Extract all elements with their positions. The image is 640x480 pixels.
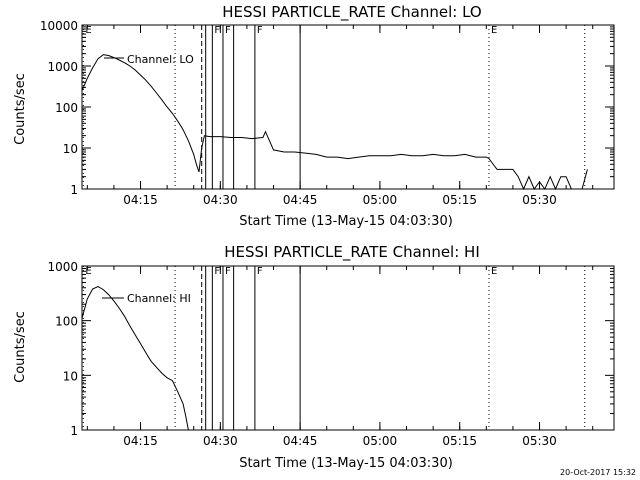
x-tick-label: 05:15 bbox=[442, 434, 477, 448]
legend: Channel: LO bbox=[104, 53, 194, 66]
event-marker-label: F bbox=[225, 25, 231, 36]
x-tick-label: 05:00 bbox=[363, 434, 398, 448]
chart-title: HESSI PARTICLE_RATE Channel: HI bbox=[224, 243, 480, 262]
x-axis-label: Start Time (13-May-15 04:03:30) bbox=[239, 456, 453, 471]
legend-label: Channel: LO bbox=[127, 53, 194, 66]
x-tick-label: 05:30 bbox=[522, 193, 557, 207]
event-marker-label: F bbox=[257, 266, 263, 277]
x-tick-label: 04:15 bbox=[123, 434, 158, 448]
y-tick-label: 10 bbox=[63, 369, 78, 383]
event-marker-label: E bbox=[491, 25, 497, 36]
x-tick-label: 04:15 bbox=[123, 193, 158, 207]
event-marker-label: F bbox=[214, 25, 220, 36]
x-tick-label: 05:00 bbox=[363, 193, 398, 207]
event-marker-label: F bbox=[214, 266, 220, 277]
legend: Channel: HI bbox=[102, 292, 191, 305]
x-tick-label: 04:30 bbox=[203, 193, 238, 207]
legend-label: Channel: HI bbox=[127, 292, 191, 305]
event-marker-label: F bbox=[257, 25, 263, 36]
timestamp: 20-Oct-2017 15:32 bbox=[560, 468, 636, 477]
y-tick-label: 100 bbox=[55, 315, 78, 329]
plot-frame bbox=[81, 24, 615, 190]
y-axis-label: Counts/sec bbox=[13, 73, 28, 145]
y-tick-label: 10 bbox=[63, 142, 78, 156]
lo-channel-panel: HESSI PARTICLE_RATE Channel: LO Counts/s… bbox=[13, 3, 615, 229]
series-line bbox=[81, 286, 189, 431]
plot-frame bbox=[81, 265, 615, 431]
y-tick-label: 1 bbox=[70, 424, 78, 438]
x-axis-label: Start Time (13-May-15 04:03:30) bbox=[239, 214, 453, 229]
x-tick-label: 04:45 bbox=[283, 434, 318, 448]
x-tick-label: 04:45 bbox=[283, 193, 318, 207]
series-line bbox=[81, 54, 588, 191]
y-tick-label: 1000 bbox=[47, 60, 78, 74]
y-axis-label: Counts/sec bbox=[13, 311, 28, 383]
event-marker-label: F bbox=[225, 266, 231, 277]
y-tick-label: 100 bbox=[55, 101, 78, 115]
y-tick-label: 1000 bbox=[47, 260, 78, 274]
x-tick-label: 05:15 bbox=[442, 193, 477, 207]
x-tick-label: 05:30 bbox=[522, 434, 557, 448]
event-marker-label: E bbox=[85, 25, 91, 36]
event-marker-label: E bbox=[85, 266, 91, 277]
chart-title: HESSI PARTICLE_RATE Channel: LO bbox=[222, 3, 481, 22]
event-marker-label: E bbox=[491, 266, 497, 277]
y-tick-label: 10000 bbox=[40, 19, 78, 33]
x-tick-label: 04:30 bbox=[203, 434, 238, 448]
y-tick-label: 1 bbox=[70, 183, 78, 197]
hi-channel-panel: HESSI PARTICLE_RATE Channel: HI Counts/s… bbox=[13, 243, 615, 471]
